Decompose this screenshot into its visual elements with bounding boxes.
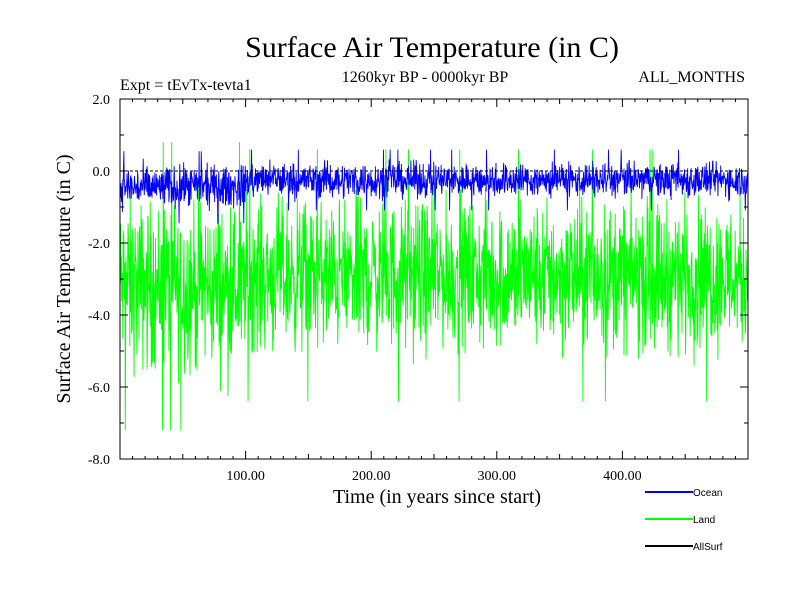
y-tick-label: 0.0 bbox=[93, 165, 111, 180]
y-tick-label: -4.0 bbox=[88, 309, 110, 324]
y-tick-label: -6.0 bbox=[88, 381, 110, 396]
series-line-ocean-segment-1 bbox=[120, 151, 246, 224]
legend-label-ocean: Ocean bbox=[693, 488, 722, 499]
legend: Ocean Land AllSurf bbox=[645, 488, 723, 553]
y-axis-label: Surface Air Temperature (in C) bbox=[53, 154, 75, 403]
y-tick-label: -2.0 bbox=[88, 237, 110, 252]
y-tick-label: 2.0 bbox=[93, 93, 111, 108]
plot-area bbox=[120, 142, 748, 431]
legend-label-land: Land bbox=[693, 515, 715, 526]
chart-title: Surface Air Temperature (in C) bbox=[245, 31, 619, 64]
x-tick-label: 400.00 bbox=[603, 469, 642, 484]
chart-subtitle: 1260kyr BP - 0000kyr BP bbox=[342, 69, 509, 86]
y-tick-label: -8.0 bbox=[88, 453, 110, 468]
y-axis: -8.0 -6.0 -4.0 -2.0 0.0 2.0 bbox=[88, 93, 748, 468]
series-line-ocean-segment-2 bbox=[245, 149, 748, 211]
series-line-land-segment-1 bbox=[120, 142, 246, 431]
legend-label-allsurf: AllSurf bbox=[693, 542, 723, 553]
series-line-land-segment-2 bbox=[245, 149, 748, 402]
x-tick-label: 200.00 bbox=[352, 469, 391, 484]
months-label: ALL_MONTHS bbox=[638, 69, 745, 86]
x-axis-label: Time (in years since start) bbox=[333, 486, 541, 508]
experiment-label: Expt = tEvTx-tevta1 bbox=[120, 77, 252, 94]
x-tick-label: 300.00 bbox=[478, 469, 517, 484]
x-axis: 100.00 200.00 300.00 400.00 bbox=[132, 99, 736, 484]
x-tick-label: 100.00 bbox=[226, 469, 265, 484]
